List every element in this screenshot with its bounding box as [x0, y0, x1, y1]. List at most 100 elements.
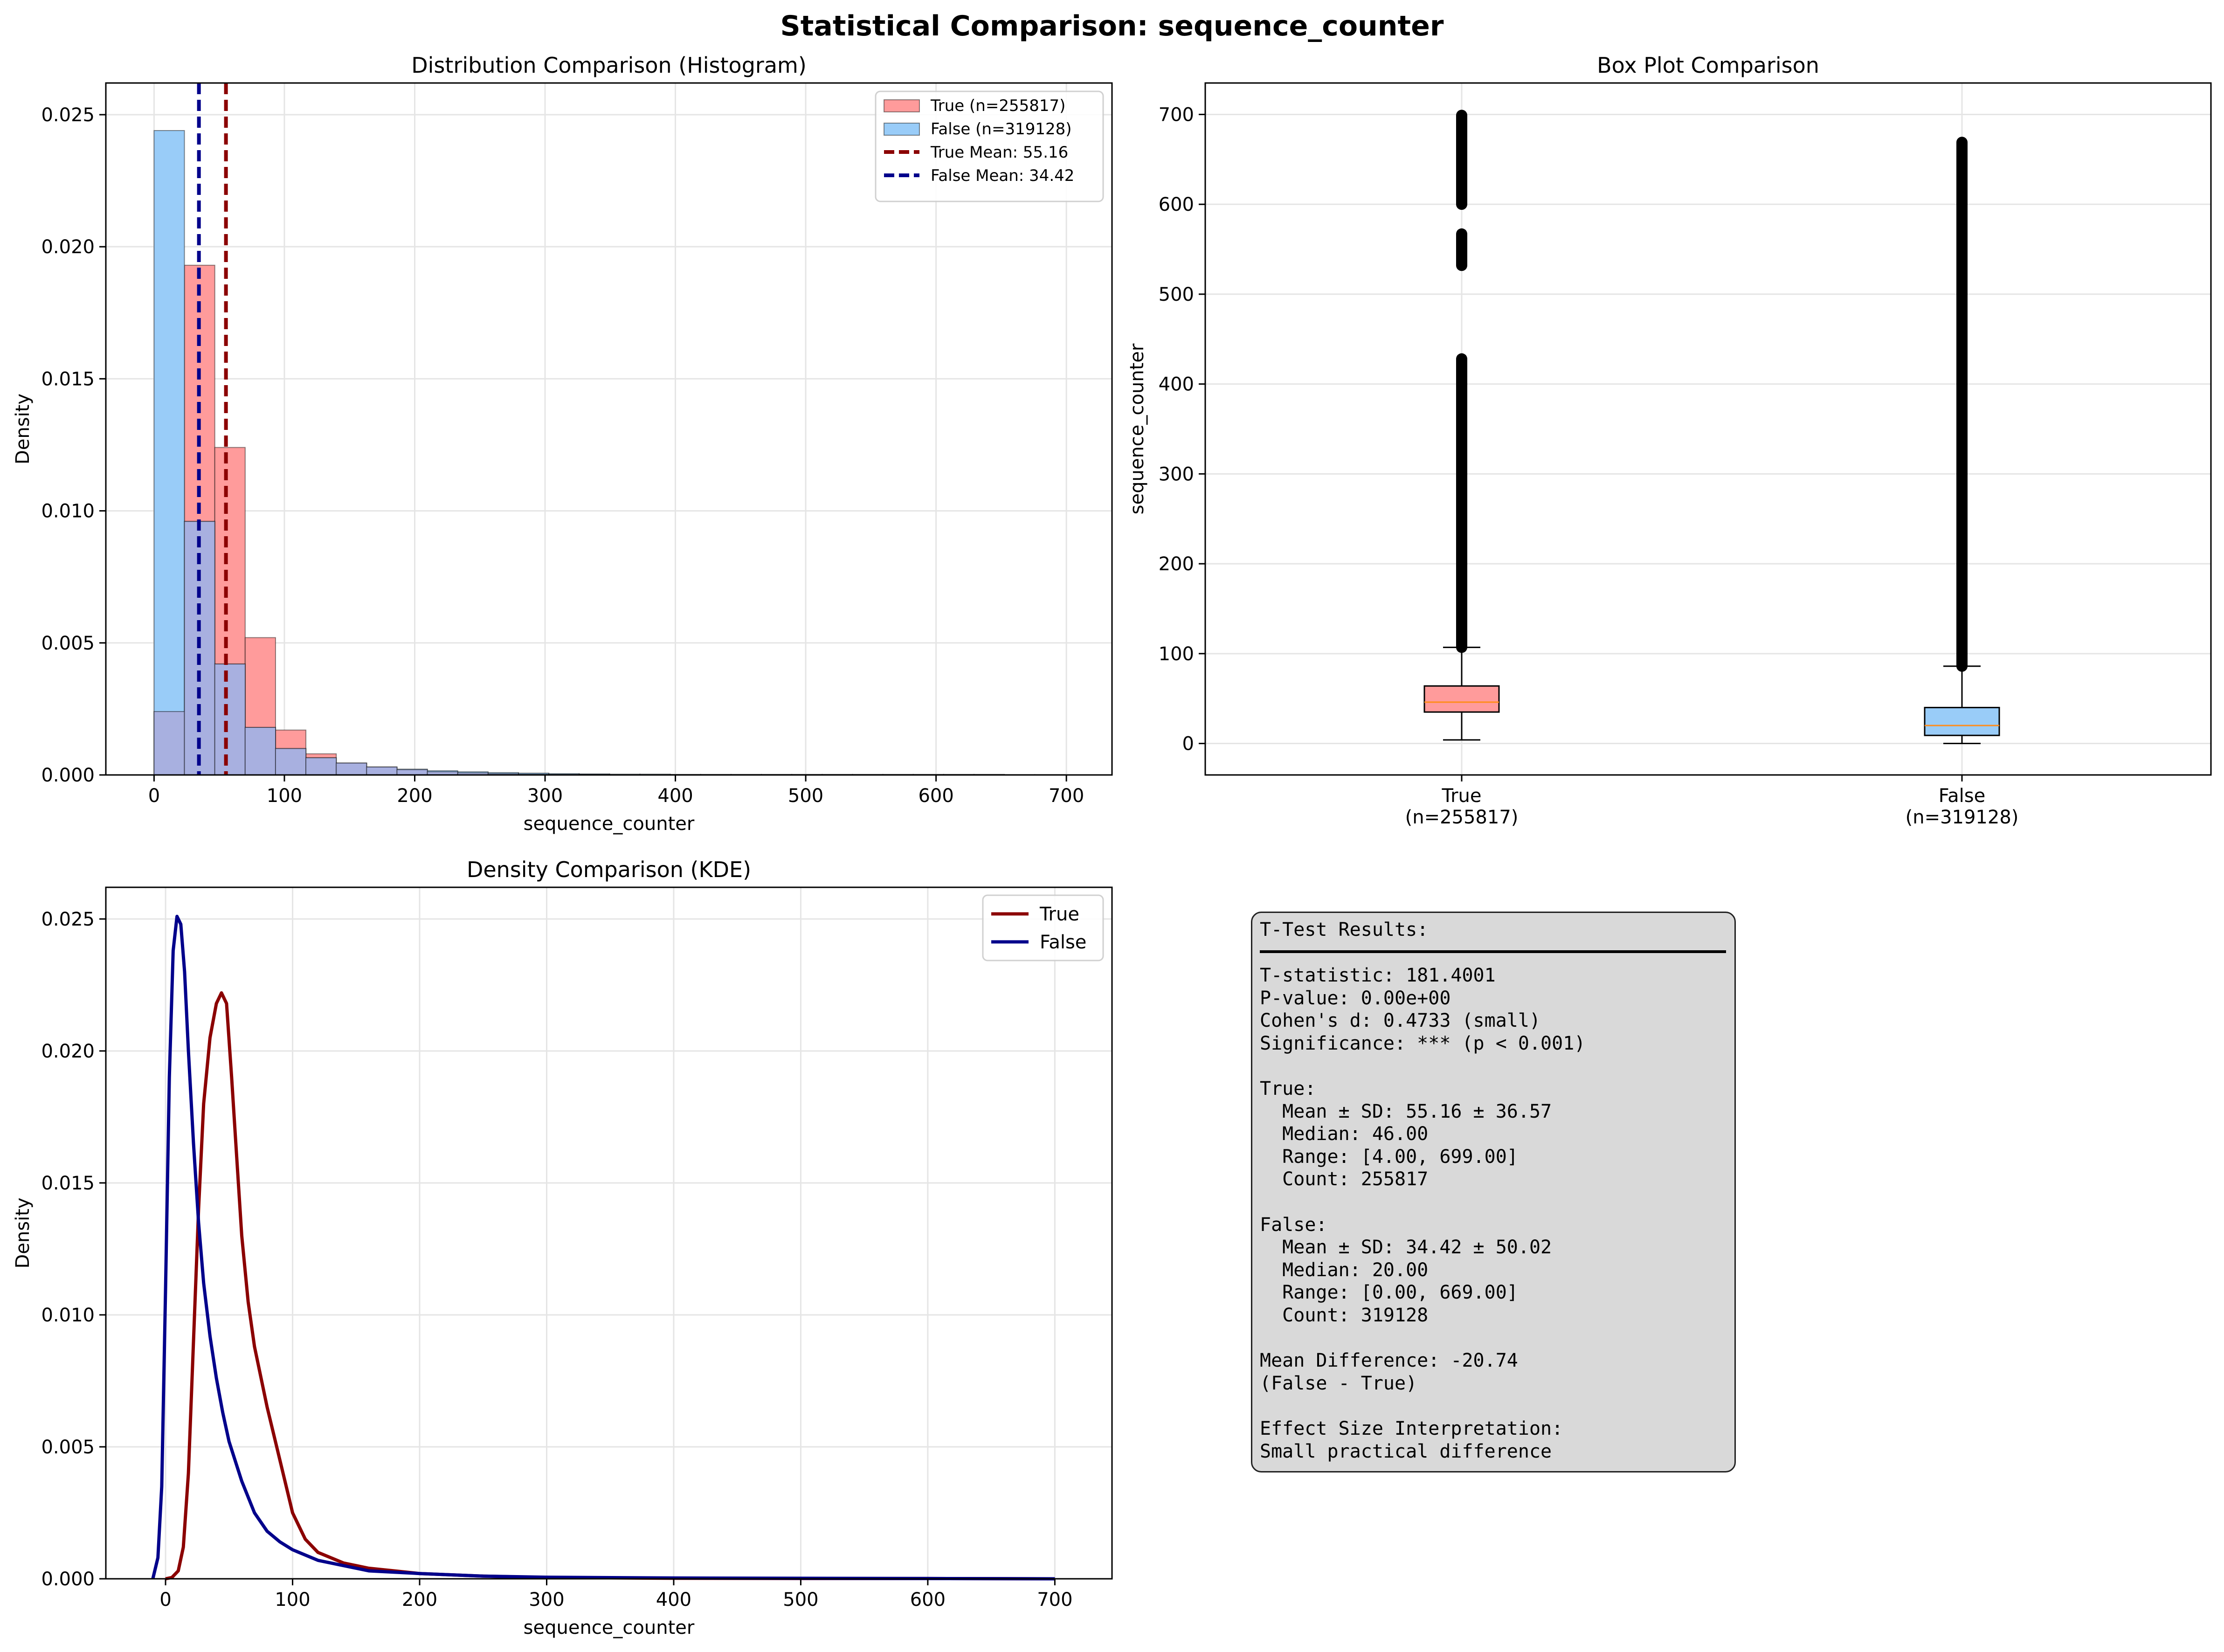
ttest-results-box: [1251, 912, 1736, 1472]
stats-line: Significance: *** (p < 0.001): [1260, 1032, 1586, 1054]
kde-panel: 0 100 200 300 400 500 600 700 0.000 0.005 0.010 0.0…: [12, 857, 1113, 1638]
overlap-histogram-bar: [244, 727, 276, 775]
x-tick-label: (n=319128): [1906, 807, 2019, 828]
y-tick-label: 0.015: [41, 368, 95, 390]
y-tick-label: 500: [1159, 284, 1194, 305]
legend-label: False Mean: 34.42: [931, 166, 1074, 185]
stats-line: Count: 255817: [1260, 1168, 1429, 1190]
overlap-histogram-bar: [214, 664, 246, 775]
stats-line: T-statistic: 181.4001: [1260, 965, 1496, 986]
figure-title: Statistical Comparison: sequence_counter: [780, 10, 1444, 42]
overlap-histogram-bar: [366, 767, 398, 776]
overlap-histogram-bar: [275, 748, 307, 775]
histogram-panel: 0 100 200 300 400 500 600 700 0.000 0.005 0.010 0.0…: [12, 53, 1113, 835]
false-histogram-bar: [153, 130, 185, 775]
overlap-histogram-bar: [396, 769, 428, 775]
x-tick-label: 200: [397, 785, 432, 807]
stats-line: Median: 20.00: [1260, 1259, 1429, 1281]
x-tick-label: 600: [910, 1589, 946, 1611]
x-tick-label: 300: [529, 1589, 564, 1611]
y-axis-label: Density: [12, 1197, 34, 1268]
y-tick-label: 200: [1159, 553, 1194, 575]
plot-frame: [105, 82, 1113, 776]
stats-line: Mean Difference: -20.74: [1260, 1350, 1518, 1372]
y-tick-label: 700: [1159, 104, 1194, 125]
plot-frame: [1204, 82, 2212, 776]
ttest-results-rule: [1260, 950, 1726, 953]
stats-line: P-value: 0.00e+00: [1260, 987, 1451, 1009]
stats-line: Median: 46.00: [1260, 1123, 1429, 1145]
stats-line: Small practical difference: [1260, 1440, 1552, 1462]
y-tick-label: 300: [1159, 463, 1194, 485]
overlap-histogram-bar: [336, 762, 367, 776]
boxplot-panel: 0 100 200 300 400 500 600 700 Box Plot Compariso…: [1126, 53, 2212, 828]
axes-title: Density Comparison (KDE): [467, 857, 751, 882]
y-tick-label: 600: [1159, 194, 1194, 215]
x-tick-label: 600: [918, 785, 953, 807]
stats-line: (False - True): [1260, 1372, 1417, 1394]
y-tick-label: 0.005: [41, 1437, 95, 1458]
y-tick-label: 0.025: [41, 909, 95, 930]
plot-background: [1205, 83, 2211, 775]
y-tick-label: 0: [1182, 733, 1194, 755]
stats-line: T-Test Results:: [1260, 919, 1429, 940]
y-axis-label: Density: [12, 394, 34, 464]
legend-label: True (n=255817): [930, 97, 1065, 115]
x-tick-label: 400: [656, 1589, 691, 1611]
stats-line: Effect Size Interpretation:: [1260, 1418, 1563, 1439]
false-kde-line: [151, 914, 1055, 1581]
y-tick-label: 100: [1159, 643, 1194, 665]
x-tick-label: 100: [275, 1589, 310, 1611]
x-tick-label: (n=255817): [1405, 807, 1519, 828]
stats-line: Range: [0.00, 669.00]: [1260, 1282, 1518, 1304]
y-tick-label: 0.020: [41, 1041, 95, 1062]
legend-false-swatch: [884, 123, 920, 136]
stats-line: False:: [1260, 1214, 1327, 1236]
x-tick-label: 700: [1049, 785, 1084, 807]
legend-label: True Mean: 55.16: [930, 143, 1068, 162]
stats-line: Cohen's d: 0.4733 (small): [1260, 1010, 1541, 1032]
x-tick-label: 500: [788, 785, 823, 807]
y-tick-label: 0.010: [41, 1305, 95, 1326]
y-tick-label: 400: [1159, 374, 1194, 395]
x-tick-label: 0: [148, 785, 160, 807]
x-tick-label: 200: [402, 1589, 437, 1611]
stats-line: Count: 319128: [1260, 1305, 1429, 1326]
false-box: [1924, 706, 2000, 736]
x-axis-label: sequence_counter: [524, 1617, 695, 1638]
x-tick-label: True: [1442, 785, 1482, 807]
y-tick-label: 0.025: [41, 104, 95, 126]
overlap-histogram-bar: [153, 711, 185, 775]
stats-line: True:: [1260, 1078, 1316, 1099]
x-tick-label: 300: [527, 785, 563, 807]
y-tick-label: 0.000: [41, 765, 95, 786]
legend-frame: [875, 90, 1104, 202]
x-axis-label: sequence_counter: [524, 813, 695, 835]
y-tick-label: 0.005: [41, 633, 95, 654]
y-tick-label: 0.015: [41, 1173, 95, 1194]
axes-title: Distribution Comparison (Histogram): [411, 53, 807, 78]
x-tick-label: 700: [1037, 1589, 1072, 1611]
overlap-histogram-bar: [305, 757, 337, 776]
x-tick-label: False: [1939, 785, 1985, 807]
y-tick-label: 0.020: [41, 236, 95, 258]
plot-background: [106, 887, 1112, 1579]
stats-line: Mean ± SD: 34.42 ± 50.02: [1260, 1237, 1552, 1258]
y-tick-label: 0.000: [41, 1569, 95, 1590]
x-tick-label: 100: [267, 785, 302, 807]
y-tick-label: 0.010: [41, 501, 95, 522]
legend-label: False: [1040, 932, 1086, 953]
plot-frame: [105, 886, 1113, 1580]
true-box: [1423, 685, 1500, 713]
legend-true-swatch: [884, 99, 920, 112]
x-tick-label: 500: [783, 1589, 818, 1611]
legend-label: True: [1039, 904, 1079, 925]
stats-line: Mean ± SD: 55.16 ± 36.57: [1260, 1100, 1552, 1122]
legend-label: False (n=319128): [931, 120, 1072, 138]
axes-title: Box Plot Comparison: [1597, 53, 1819, 78]
stats-line: Range: [4.00, 699.00]: [1260, 1146, 1518, 1168]
legend-frame: [982, 894, 1104, 961]
y-axis-label: sequence_counter: [1126, 343, 1148, 514]
x-tick-label: 0: [159, 1589, 171, 1611]
